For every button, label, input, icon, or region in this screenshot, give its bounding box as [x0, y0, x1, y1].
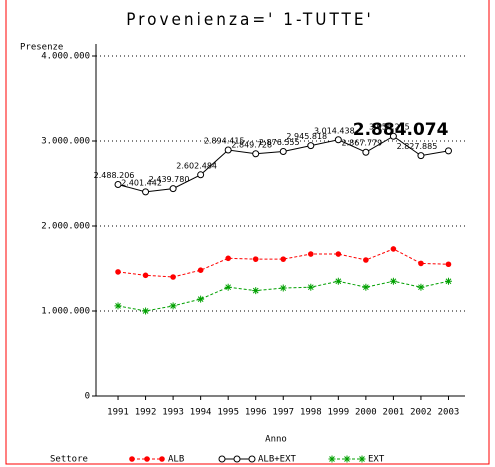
point: [334, 277, 342, 285]
point: [197, 171, 205, 179]
x-tick-label: 1999: [327, 408, 349, 418]
x-tick-label: 1994: [190, 408, 212, 418]
data-label: 2.876.555: [259, 138, 300, 147]
point: [252, 150, 260, 158]
point: [197, 295, 205, 303]
legend-title: Settore: [50, 455, 88, 465]
x-tick-label: 1995: [217, 408, 239, 418]
point: [362, 283, 370, 291]
point: [224, 146, 232, 154]
legend-marker: [144, 456, 150, 462]
data-label: 2.884.074: [353, 120, 449, 140]
point: [142, 307, 150, 315]
point: [169, 302, 177, 310]
point: [390, 246, 397, 252]
data-label: 2.849.728: [231, 140, 272, 149]
point: [114, 302, 122, 310]
x-tick-label: 1992: [135, 408, 157, 418]
point: [252, 256, 259, 262]
point: [335, 251, 342, 257]
x-tick-label: 1991: [107, 408, 129, 418]
x-tick-label: 1997: [272, 408, 294, 418]
x-tick-label: 2002: [410, 408, 432, 418]
x-tick-label: 2000: [355, 408, 377, 418]
point: [142, 188, 150, 196]
point: [170, 274, 176, 280]
x-tick-label: 2003: [438, 408, 460, 418]
legend-marker: [248, 455, 256, 463]
legend-marker: [343, 455, 351, 463]
y-tick-label: 2.000.000: [41, 222, 90, 232]
point: [417, 152, 425, 160]
y-tick-label: 1.000.000: [41, 307, 90, 317]
legend-label: EXT: [368, 455, 385, 465]
legend-marker: [233, 455, 241, 463]
point: [334, 136, 342, 144]
series-line: [117, 248, 449, 278]
data-label: 2.488.206: [94, 171, 135, 180]
data-label: 2.439.780: [149, 175, 190, 184]
point: [307, 283, 315, 291]
legend-marker: [358, 455, 366, 463]
legend-marker: [218, 455, 226, 463]
x-tick-label: 1993: [162, 408, 184, 418]
point: [307, 142, 315, 150]
point: [279, 284, 287, 292]
data-label: 3.056.215: [369, 123, 410, 132]
x-tick-label: 1996: [245, 408, 267, 418]
chart-title: Provenienza=' 1-TUTTE': [126, 10, 373, 30]
x-tick-label: 2001: [383, 408, 405, 418]
data-label: 2.827.885: [397, 142, 438, 151]
x-axis-label: Anno: [265, 435, 287, 445]
point: [362, 148, 370, 156]
legend-marker: [159, 456, 165, 462]
y-axis-label: Presenze: [20, 43, 63, 53]
legend-marker: [328, 455, 336, 463]
point: [307, 251, 314, 257]
legend-label: ALB: [168, 455, 184, 465]
point: [115, 269, 121, 275]
point: [114, 181, 122, 189]
legend-marker: [129, 456, 135, 462]
point: [225, 255, 231, 262]
data-label: 2.401.442: [121, 178, 162, 187]
point: [197, 267, 204, 274]
point: [224, 283, 232, 291]
point: [363, 257, 369, 263]
y-tick-label: 3.000.000: [41, 137, 90, 147]
legend-label: ALB+EXT: [258, 455, 297, 465]
point: [418, 260, 424, 267]
data-label: 2.867.779: [342, 139, 383, 148]
frame: [5, 0, 490, 465]
point: [389, 277, 397, 285]
point: [142, 272, 149, 279]
data-label: 2.945.818: [286, 132, 327, 141]
point: [279, 147, 287, 155]
data-label: 3.014.438: [314, 126, 355, 135]
y-tick-label: 4.000.000: [41, 52, 90, 62]
point: [444, 147, 452, 155]
x-tick-label: 1998: [300, 408, 322, 418]
point: [417, 283, 425, 291]
point: [389, 132, 397, 140]
y-tick-label: 0: [85, 392, 90, 402]
point: [252, 287, 260, 295]
data-label: 2.894.415: [204, 136, 245, 145]
data-label: 2.602.484: [176, 161, 217, 170]
point: [169, 185, 177, 193]
point: [445, 261, 452, 268]
point: [444, 277, 452, 285]
point: [280, 256, 287, 262]
